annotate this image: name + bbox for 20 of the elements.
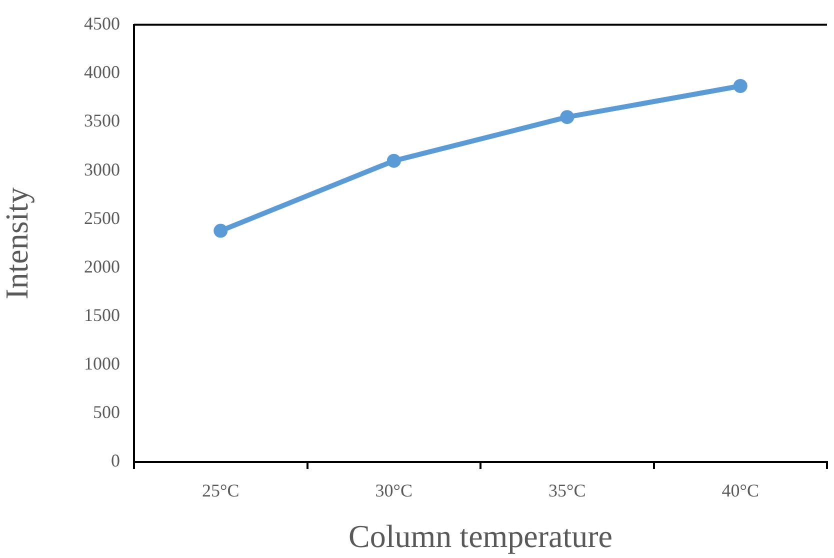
x-tick-label: 35°C xyxy=(548,480,586,501)
point xyxy=(560,110,574,124)
y-tick-label: 4500 xyxy=(84,14,120,34)
x-tick-label: 25°C xyxy=(202,480,240,501)
y-tick-label: 3500 xyxy=(84,110,120,131)
y-tick-label: 3000 xyxy=(84,159,120,180)
y-tick-label: 1000 xyxy=(84,354,120,374)
point xyxy=(214,224,228,238)
x-tick-label: 40°C xyxy=(722,480,759,501)
y-tick-label: 0 xyxy=(111,450,120,471)
y-tick-label: 500 xyxy=(93,402,120,422)
y-tick-label: 4000 xyxy=(84,62,120,82)
y-tick-label: 2000 xyxy=(84,256,120,276)
x-axis-title: Column temperature xyxy=(348,518,612,554)
y-tick-label: 1500 xyxy=(84,305,120,325)
point xyxy=(733,79,748,94)
y-axis-title: Intensity xyxy=(0,187,35,300)
point xyxy=(386,154,401,168)
y-tick-label: 2500 xyxy=(84,208,120,228)
x-tick-label: 30°C xyxy=(375,480,412,501)
